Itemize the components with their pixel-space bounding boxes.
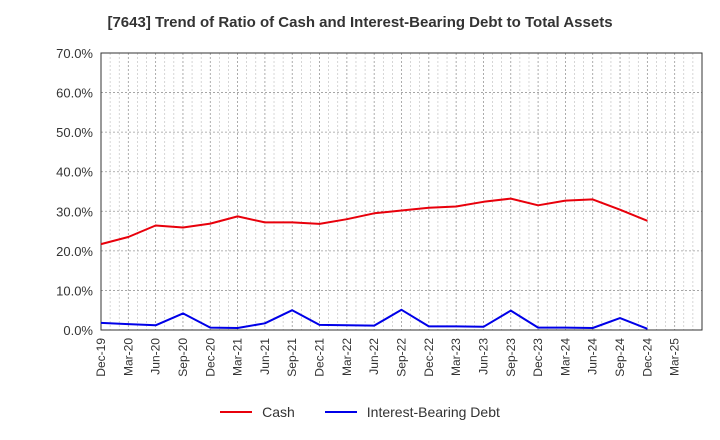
x-tick-label: Jun-20 <box>149 338 163 375</box>
x-tick-label: Sep-20 <box>176 338 190 377</box>
y-tick-label: 30.0% <box>56 204 93 219</box>
chart-legend: Cash Interest-Bearing Debt <box>0 404 720 420</box>
x-tick-label: Sep-22 <box>395 338 409 377</box>
x-tick-label: Mar-25 <box>668 338 682 376</box>
x-tick-label: Dec-24 <box>640 338 654 377</box>
y-tick-label: 40.0% <box>56 165 93 180</box>
x-tick-label: Jun-22 <box>367 338 381 375</box>
chart-title: [7643] Trend of Ratio of Cash and Intere… <box>107 14 613 31</box>
series-layer <box>100 197 648 330</box>
y-tick-label: 0.0% <box>63 323 93 338</box>
x-tick-label: Sep-21 <box>285 338 299 377</box>
x-tick-label: Sep-24 <box>613 338 627 377</box>
x-tick-label: Mar-23 <box>449 338 463 376</box>
y-tick-label: 70.0% <box>56 46 93 61</box>
x-tick-label: Dec-23 <box>531 338 545 377</box>
series-line-interest-bearing-debt <box>100 308 648 330</box>
series-line-cash <box>100 197 648 246</box>
plot-area <box>101 53 702 330</box>
y-tick-label: 20.0% <box>56 244 93 259</box>
x-tick-label: Dec-21 <box>313 338 327 377</box>
x-tick-label: Dec-19 <box>94 338 108 377</box>
x-tick-label: Jun-24 <box>586 338 600 375</box>
x-tick-label: Mar-20 <box>121 338 135 376</box>
plot-border <box>100 52 703 331</box>
x-tick-label: Jun-23 <box>476 338 490 375</box>
x-tick-label: Mar-24 <box>558 338 572 376</box>
grid-layer <box>100 52 703 331</box>
y-tick-label: 50.0% <box>56 125 93 140</box>
legend-item-debt: Interest-Bearing Debt <box>324 404 500 420</box>
x-tick-label: Dec-22 <box>422 338 436 377</box>
x-tick-label: Sep-23 <box>504 338 518 377</box>
x-tick-label: Mar-22 <box>340 338 354 376</box>
legend-label-debt: Interest-Bearing Debt <box>366 404 500 420</box>
legend-item-cash: Cash <box>220 404 295 420</box>
legend-swatch-cash <box>220 411 253 413</box>
y-tick-label: 60.0% <box>56 86 93 101</box>
x-tick-label: Mar-21 <box>231 338 245 376</box>
y-tick-label: 10.0% <box>56 283 93 298</box>
x-tick-label: Dec-20 <box>203 338 217 377</box>
x-tick-label: Jun-21 <box>258 338 272 375</box>
axis-layer: 0.0% 10.0% 20.0% 30.0% 40.0% 50.0% 60.0% 70.0% D… <box>56 46 703 377</box>
legend-label-cash: Cash <box>262 404 295 420</box>
legend-swatch-debt <box>324 411 357 413</box>
